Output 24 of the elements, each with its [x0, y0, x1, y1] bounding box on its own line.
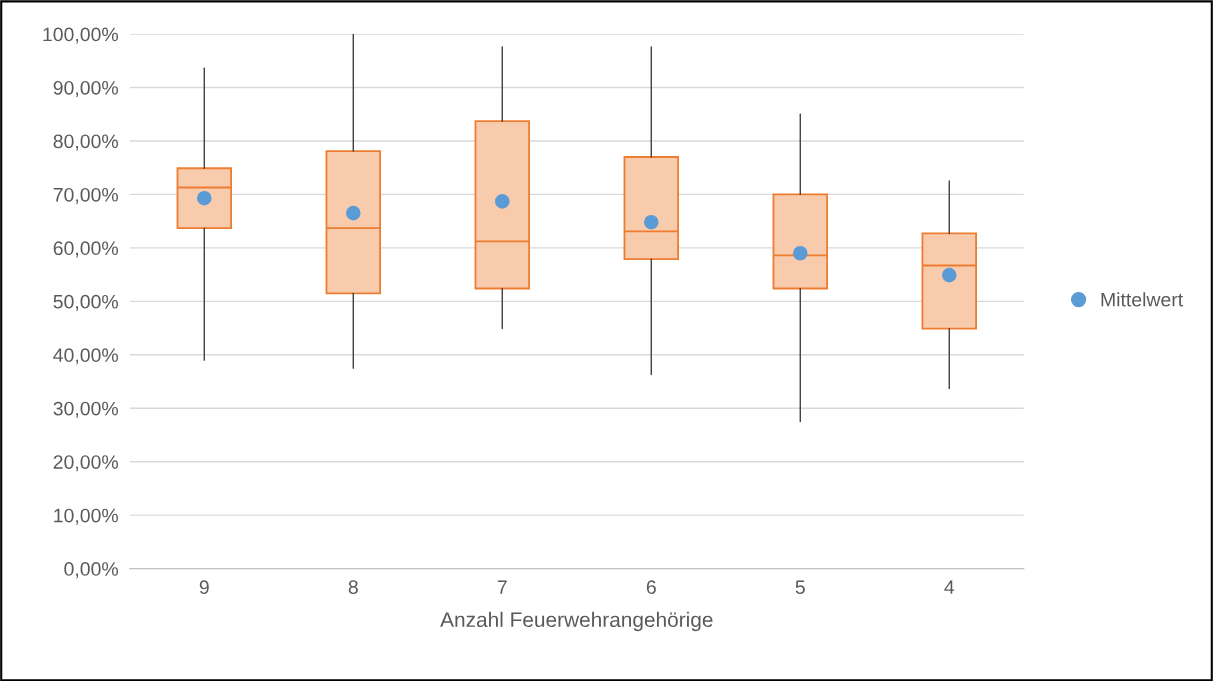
legend-label: Mittelwert [1101, 292, 1184, 307]
x-tick-label: 4 [944, 580, 955, 594]
point [346, 205, 361, 221]
x-tick-label: 7 [497, 580, 507, 594]
point [643, 214, 659, 230]
point [792, 245, 808, 261]
y-tick-label: 60,00% [53, 241, 118, 258]
x-axis-title: Anzahl Feuerwehrangehörige [440, 611, 713, 632]
x-tick-label: 8 [348, 580, 358, 595]
y-tick-label: 100,00% [43, 27, 118, 44]
y-tick-label: 20,00% [53, 455, 118, 472]
y-tick-label: 90,00% [53, 80, 118, 98]
x-tick-label: 9 [199, 580, 209, 595]
y-tick-label: 0,00% [64, 562, 118, 579]
point [941, 267, 957, 283]
x-tick-label: 5 [795, 580, 805, 595]
y-tick-label: 70,00% [53, 187, 118, 204]
y-tick-label: 50,00% [53, 294, 118, 311]
x-tick-label: 6 [646, 580, 656, 595]
y-tick-label: 30,00% [53, 401, 118, 418]
point [495, 194, 510, 209]
y-tick-label: 10,00% [54, 508, 118, 525]
y-tick-label: 40,00% [53, 348, 118, 365]
y-tick-label: 80,00% [53, 134, 118, 151]
